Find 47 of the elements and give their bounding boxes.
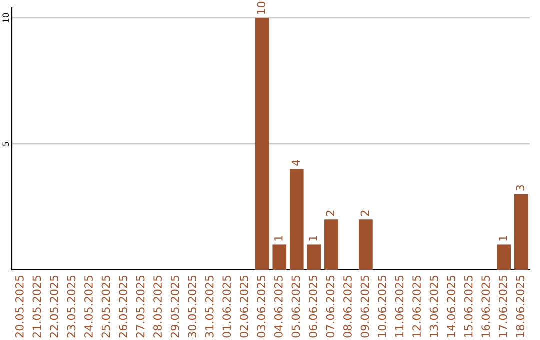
bar: [497, 244, 512, 270]
x-tick-label: 21.05.2025: [32, 276, 42, 338]
bar: [514, 194, 528, 270]
data-label: 1: [274, 236, 283, 241]
x-tick-label: 08.06.2025: [344, 276, 352, 338]
x-tick-label: 26.05.2025: [119, 276, 128, 338]
x-tick-label: 13.06.2025: [430, 276, 438, 338]
bar: [307, 244, 322, 270]
x-tick-label: 29.05.2025: [170, 276, 180, 338]
data-label: 2: [360, 210, 370, 216]
data-label: 1: [499, 236, 508, 241]
bar: [324, 220, 338, 270]
x-tick-label: 15.06.2025: [464, 276, 473, 338]
x-tick-label: 23.05.2025: [67, 276, 76, 338]
x-tick-label: 20.05.2025: [15, 276, 24, 338]
x-tick-label: 30.05.2025: [188, 276, 197, 338]
x-tick-label: 22.05.2025: [50, 276, 58, 338]
x-tick-label: 31.05.2025: [205, 276, 214, 338]
x-tick-label: 02.06.2025: [240, 276, 248, 338]
x-tick-label: 04.06.2025: [274, 276, 283, 338]
x-tick-label: 01.06.2025: [222, 276, 232, 338]
x-tick-label: 11.06.2025: [395, 276, 404, 338]
data-label: 4: [292, 160, 300, 166]
x-tick-label: 18.06.2025: [516, 276, 525, 338]
data-label: 3: [516, 185, 525, 191]
x-tick-label: 27.05.2025: [136, 276, 145, 338]
x-tick-label: 28.05.2025: [154, 276, 162, 338]
data-label: 10: [257, 2, 266, 14]
bar: [272, 244, 287, 270]
bar: [359, 220, 373, 270]
data-label: 2: [326, 210, 334, 216]
data-label: 1: [309, 236, 318, 241]
x-tick-label: 03.06.2025: [257, 276, 266, 338]
x-tick-label: 07.06.2025: [326, 276, 335, 338]
y-tick-label: 5: [2, 142, 9, 146]
x-tick-label: 05.06.2025: [292, 276, 300, 338]
bar: [255, 18, 270, 270]
bar: [290, 169, 304, 270]
x-tick-label: 06.06.2025: [308, 276, 318, 338]
x-tick-label: 09.06.2025: [360, 276, 370, 338]
x-tick-label: 16.06.2025: [482, 276, 490, 338]
x-tick-label: 24.05.2025: [84, 276, 93, 338]
x-tick-label: 14.06.2025: [447, 276, 456, 338]
x-tick-label: 10.06.2025: [378, 276, 386, 338]
x-tick-label: 25.05.2025: [102, 276, 110, 338]
x-tick-label: 12.06.2025: [412, 276, 421, 338]
x-tick-label: 17.06.2025: [498, 276, 508, 338]
